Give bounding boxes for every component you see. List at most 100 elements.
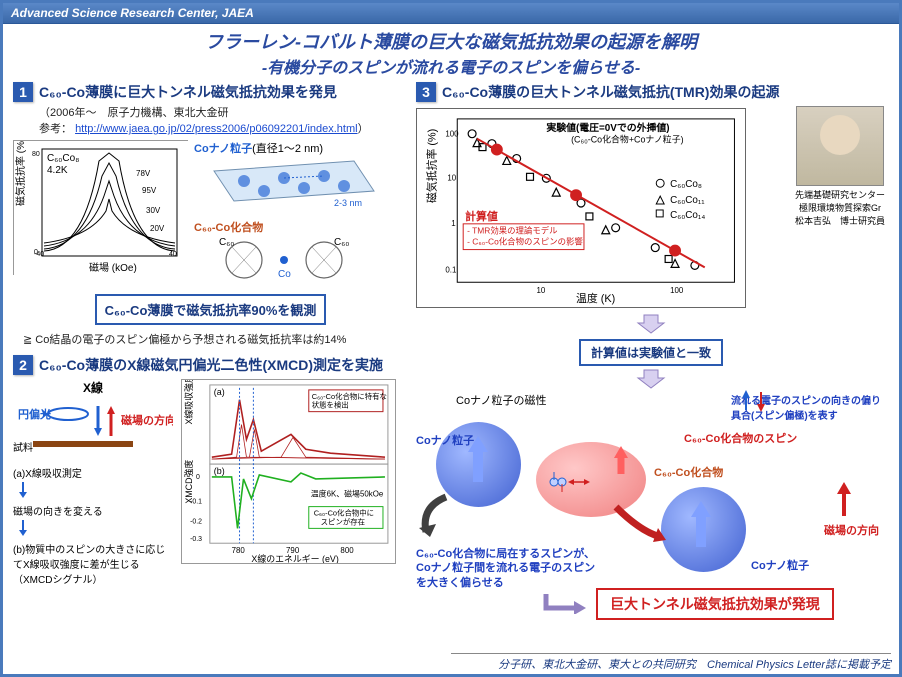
svg-text:C₆₀-Co化合物に特有な: C₆₀-Co化合物に特有な bbox=[312, 391, 387, 401]
svg-text:780: 780 bbox=[232, 546, 246, 555]
section1-number: 1 bbox=[13, 82, 33, 102]
svg-text:100: 100 bbox=[670, 286, 684, 295]
mechanism-caption: C₆₀-Co化合物に局在するスピンが、Coナノ粒子間を流れる電子のスピンを大きく… bbox=[416, 547, 606, 590]
svg-text:実験値(電圧=0Vでの外挿値): 実験値(電圧=0Vでの外挿値) bbox=[546, 121, 669, 134]
xmcd-setup: X線 円偏光 磁場の方向 試料 (a)X線吸収測定 磁場の向きを変える (b)物… bbox=[13, 379, 173, 586]
svg-text:30V: 30V bbox=[146, 206, 161, 215]
mr-curve-chart: C₆₀Co₈ 4.2K 78V 95V 30V 20V 磁気抵抗率 (%) 磁場… bbox=[13, 140, 188, 275]
svg-text:温度6K、磁場50kOe: 温度6K、磁場50kOe bbox=[311, 489, 384, 499]
reference-link[interactable]: http://www.jaea.go.jp/02/press2006/p0609… bbox=[75, 123, 358, 135]
nano-label-2: Coナノ粒子 bbox=[751, 557, 809, 573]
title-block: フラーレン-コバルト薄膜の巨大な磁気抵抗効果の起源を解明 -有機分子のスピンが流… bbox=[3, 24, 899, 80]
svg-text:(a): (a) bbox=[214, 387, 225, 397]
svg-text:磁気抵抗率 (%): 磁気抵抗率 (%) bbox=[424, 129, 438, 203]
chart1-xlabel: 磁場 (kOe) bbox=[89, 261, 137, 274]
compound-label: C₆₀-Co化合物 bbox=[194, 219, 394, 235]
step-b: (b)物質中のスピンの大きさに応じてX線吸収強度に差が生じる（XMCDシグナル） bbox=[13, 541, 173, 586]
section2-title: C₆₀-Co薄膜のX線磁気円偏光二色性(XMCD)測定を実施 bbox=[39, 355, 383, 375]
svg-text:95V: 95V bbox=[142, 186, 157, 195]
page-title: フラーレン-コバルト薄膜の巨大な磁気抵抗効果の起源を解明 bbox=[3, 28, 899, 54]
svg-text:磁場の方向: 磁場の方向 bbox=[121, 413, 173, 427]
section1-result-box: C₆₀-Co薄膜で磁気抵抗率90%を観測 bbox=[95, 294, 327, 325]
compound-spin-label: C₆₀-Co化合物のスピン bbox=[684, 430, 797, 446]
author-dept2: 極限環境物質探索Gr bbox=[792, 201, 888, 214]
svg-text:2-3 nm: 2-3 nm bbox=[334, 198, 362, 208]
svg-text:C₆₀-Co化合物中に: C₆₀-Co化合物中に bbox=[314, 508, 374, 518]
step-a: (a)X線吸収測定 bbox=[13, 465, 173, 480]
section1-note: ≧ Co結晶の電子のスピン偏極から予想される磁気抵抗率は約14% bbox=[23, 331, 408, 347]
svg-text:-0.1: -0.1 bbox=[190, 499, 202, 506]
xray-label: X線 bbox=[13, 379, 173, 396]
svg-text:C₆₀: C₆₀ bbox=[219, 237, 234, 248]
svg-text:円偏光: 円偏光 bbox=[18, 407, 51, 421]
svg-text:状態を検出: 状態を検出 bbox=[312, 400, 349, 410]
svg-text:80: 80 bbox=[32, 151, 40, 158]
svg-text:Co: Co bbox=[278, 269, 291, 280]
svg-text:C₆₀Co₈: C₆₀Co₈ bbox=[670, 179, 702, 190]
chart1-ylabel: 磁気抵抗率 (%) bbox=[14, 141, 27, 206]
section1-header: 1 C₆₀-Co薄膜に巨大トンネル磁気抵抗効果を発見 bbox=[13, 82, 408, 102]
svg-text:(b): (b) bbox=[214, 466, 225, 476]
author-dept1: 先端基礎研究センター bbox=[792, 188, 888, 201]
svg-text:X線吸収強度: X線吸収強度 bbox=[183, 379, 194, 425]
svg-text:スピンが存在: スピンが存在 bbox=[321, 516, 365, 526]
svg-text:20V: 20V bbox=[150, 224, 165, 233]
section3-number: 3 bbox=[416, 82, 436, 102]
svg-text:C₆₀: C₆₀ bbox=[334, 237, 349, 248]
left-column: 1 C₆₀-Co薄膜に巨大トンネル磁気抵抗効果を発見 （2006年〜 原子力機構… bbox=[13, 82, 408, 622]
agreement-box: 計算値は実験値と一致 bbox=[579, 339, 723, 366]
svg-text:計算値: 計算値 bbox=[465, 209, 498, 223]
nano-label: Coナノ粒子(直径1〜2 nm) bbox=[194, 140, 394, 156]
page-subtitle: -有機分子のスピンが流れる電子のスピンを偏らせる- bbox=[3, 54, 899, 78]
section1-figure: C₆₀Co₈ 4.2K 78V 95V 30V 20V 磁気抵抗率 (%) 磁場… bbox=[13, 140, 408, 288]
section2-number: 2 bbox=[13, 355, 33, 375]
svg-text:-0.2: -0.2 bbox=[190, 518, 202, 525]
author-name: 松本吉弘 博士研究員 bbox=[792, 214, 888, 227]
step-mid: 磁場の向きを変える bbox=[13, 503, 173, 518]
nanoparticle-diagram: Coナノ粒子(直径1〜2 nm) 2-3 nm C₆₀-Co化合物 bbox=[194, 140, 394, 288]
chart1-label1: C₆₀Co₈ bbox=[47, 153, 79, 164]
svg-text:100: 100 bbox=[445, 130, 459, 139]
compound-label-2: C₆₀-Co化合物 bbox=[654, 464, 723, 480]
conclusion-arrow-icon bbox=[536, 590, 591, 614]
header-bar: Advanced Science Research Center, JAEA bbox=[3, 3, 899, 24]
mechanism-diagram: Coナノ粒子の磁性 流れる電子のスピンの向きの偏り具合(スピン偏極)を表す Co… bbox=[416, 392, 881, 622]
svg-text:温度 (K): 温度 (K) bbox=[576, 291, 615, 305]
svg-text:800: 800 bbox=[340, 546, 354, 555]
chart1-label2: 4.2K bbox=[47, 165, 68, 176]
svg-text:XMCD強度: XMCD強度 bbox=[183, 460, 194, 504]
section3-header: 3 C₆₀-Co薄膜の巨大トンネル磁気抵抗(TMR)効果の起源 bbox=[416, 82, 886, 102]
conclusion-box: 巨大トンネル磁気抵抗効果が発現 bbox=[596, 588, 834, 620]
svg-text:-0.3: -0.3 bbox=[190, 536, 202, 543]
s1-ref-close: ） bbox=[358, 123, 369, 135]
section2-header: 2 C₆₀-Co薄膜のX線磁気円偏光二色性(XMCD)測定を実施 bbox=[13, 355, 408, 375]
svg-text:78V: 78V bbox=[136, 169, 151, 178]
svg-text:- TMR効果の理論モデル: - TMR効果の理論モデル bbox=[467, 226, 557, 236]
svg-text:0: 0 bbox=[34, 249, 38, 256]
mech-top-label: Coナノ粒子の磁性 bbox=[456, 392, 547, 408]
down-arrow-icon bbox=[636, 313, 666, 335]
svg-text:- C₆₀-Co化合物のスピンの影響: - C₆₀-Co化合物のスピンの影響 bbox=[467, 237, 583, 247]
field-dir-label: 磁場の方向 bbox=[824, 522, 879, 538]
content-area: 1 C₆₀-Co薄膜に巨大トンネル磁気抵抗効果を発見 （2006年〜 原子力機構… bbox=[3, 80, 899, 622]
nano-label-1: Coナノ粒子 bbox=[416, 432, 474, 448]
svg-text:X線のエネルギー (eV): X線のエネルギー (eV) bbox=[251, 553, 338, 564]
svg-text:1: 1 bbox=[451, 219, 456, 228]
s1-subinfo-prefix: （2006年〜 原子力機構、東北大金研 bbox=[39, 107, 228, 119]
author-box: 先端基礎研究センター 極限環境物質探索Gr 松本吉弘 博士研究員 bbox=[792, 106, 888, 227]
svg-text:試料: 試料 bbox=[13, 441, 33, 454]
svg-text:40: 40 bbox=[169, 251, 177, 258]
section3-title: C₆₀-Co薄膜の巨大トンネル磁気抵抗(TMR)効果の起源 bbox=[442, 82, 779, 102]
svg-text:C₆₀Co₁₁: C₆₀Co₁₁ bbox=[670, 195, 705, 206]
svg-text:10: 10 bbox=[536, 286, 545, 295]
section1-subinfo: （2006年〜 原子力機構、東北大金研 参考： http://www.jaea.… bbox=[39, 104, 408, 136]
down-arrow-icon-2 bbox=[636, 368, 666, 390]
xmcd-spectra: (a) C₆₀-Co化合物に特有な 状態を検出 (b) 温度6K、磁場50kOe… bbox=[181, 379, 396, 586]
tmr-temperature-chart: 実験値(電圧=0Vでの外挿値) (C₆₀-Co化合物+Coナノ粒子) 計算値 -… bbox=[416, 108, 746, 308]
svg-text:10: 10 bbox=[447, 173, 456, 182]
section1-title: C₆₀-Co薄膜に巨大トンネル磁気抵抗効果を発見 bbox=[39, 82, 337, 102]
author-photo bbox=[796, 106, 884, 186]
svg-text:C₆₀Co₁₄: C₆₀Co₁₄ bbox=[670, 210, 705, 221]
section2-figure: X線 円偏光 磁場の方向 試料 (a)X線吸収測定 磁場の向きを変える (b)物… bbox=[13, 379, 408, 586]
svg-text:0.1: 0.1 bbox=[445, 265, 457, 274]
